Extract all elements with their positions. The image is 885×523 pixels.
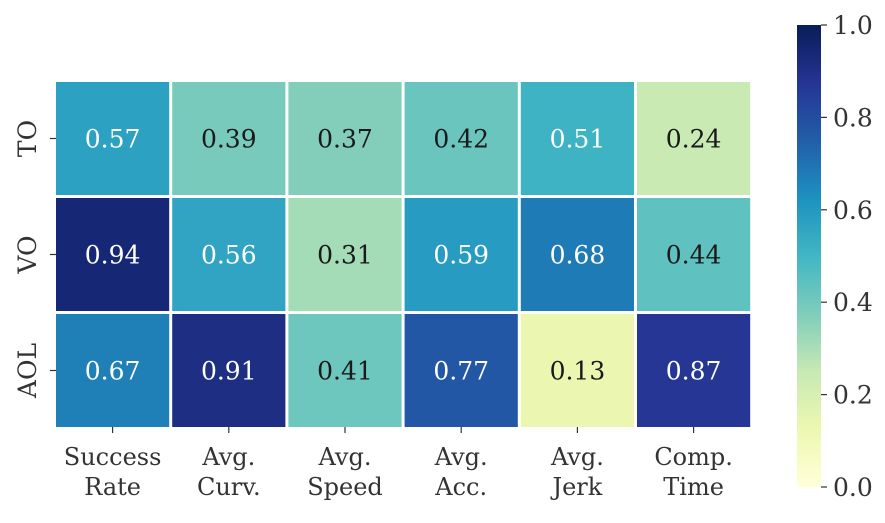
y-tick-label: VO [13, 235, 42, 274]
cell-value-label: 0.87 [666, 357, 722, 386]
colorbar-tick-label: 0.2 [833, 381, 873, 410]
colorbar: 0.0 0.2 0.4 0.6 0.8 1.0 [797, 11, 873, 502]
cell-value-label: 0.57 [85, 125, 141, 154]
heatmap-cell [172, 314, 286, 427]
heatmap-cell-labels: 0.57 0.39 0.37 0.42 0.51 0.24 0.94 0.56 0.31 0.59… [85, 125, 722, 386]
heatmap-cell [637, 198, 751, 311]
heatmap-cell [520, 82, 634, 195]
y-tick-label: TO [13, 120, 42, 157]
heatmap-cells [56, 82, 751, 427]
x-tick-label: Avg. Curv. [197, 443, 261, 501]
heatmap-cell [288, 314, 402, 427]
heatmap-cell [520, 314, 634, 427]
heatmap-cell [520, 198, 634, 311]
heatmap-cell [404, 82, 518, 195]
colorbar-tick-label: 0.0 [833, 473, 873, 502]
heatmap-cell [637, 82, 751, 195]
cell-value-label: 0.77 [433, 357, 489, 386]
cell-value-label: 0.13 [550, 357, 606, 386]
cell-value-label: 0.31 [317, 241, 373, 270]
heatmap-cell [637, 314, 751, 427]
heatmap-cell [288, 198, 402, 311]
cell-value-label: 0.51 [550, 125, 606, 154]
cell-value-label: 0.41 [317, 357, 373, 386]
colorbar-tick-label: 1.0 [833, 11, 873, 40]
x-tick-label: Avg. Speed [307, 443, 383, 501]
cell-value-label: 0.37 [317, 125, 373, 154]
heatmap-cell [56, 82, 170, 195]
colorbar-tick-label: 0.8 [833, 103, 873, 132]
x-tick-label: Avg. Jerk [549, 443, 603, 501]
cell-value-label: 0.59 [433, 241, 489, 270]
heatmap-cell [404, 198, 518, 311]
x-axis: Success Rate Avg. Curv. Avg. Speed Avg. Acc. Avg… [64, 427, 733, 501]
cell-value-label: 0.24 [666, 125, 722, 154]
x-tick-label: Comp. Time [654, 443, 733, 501]
heatmap-cell [172, 82, 286, 195]
heatmap-cell [288, 82, 402, 195]
cell-value-label: 0.68 [550, 241, 606, 270]
heatmap-cell [56, 314, 170, 427]
cell-value-label: 0.42 [433, 125, 489, 154]
cell-value-label: 0.39 [201, 125, 257, 154]
cell-value-label: 0.56 [201, 241, 257, 270]
colorbar-gradient [797, 25, 821, 487]
colorbar-tick-label: 0.4 [833, 288, 873, 317]
heatmap-cell [56, 198, 170, 311]
y-axis: TO VO AOL [13, 120, 56, 399]
cell-value-label: 0.67 [85, 357, 141, 386]
cell-value-label: 0.91 [201, 357, 257, 386]
colorbar-tick-label: 0.6 [833, 196, 873, 225]
y-tick-label: AOL [13, 343, 42, 399]
cell-value-label: 0.44 [666, 241, 722, 270]
x-tick-label: Success Rate [64, 443, 162, 501]
cell-value-label: 0.94 [85, 241, 141, 270]
heatmap-cell [172, 198, 286, 311]
x-tick-label: Avg. Acc. [434, 443, 488, 501]
heatmap-cell [404, 314, 518, 427]
